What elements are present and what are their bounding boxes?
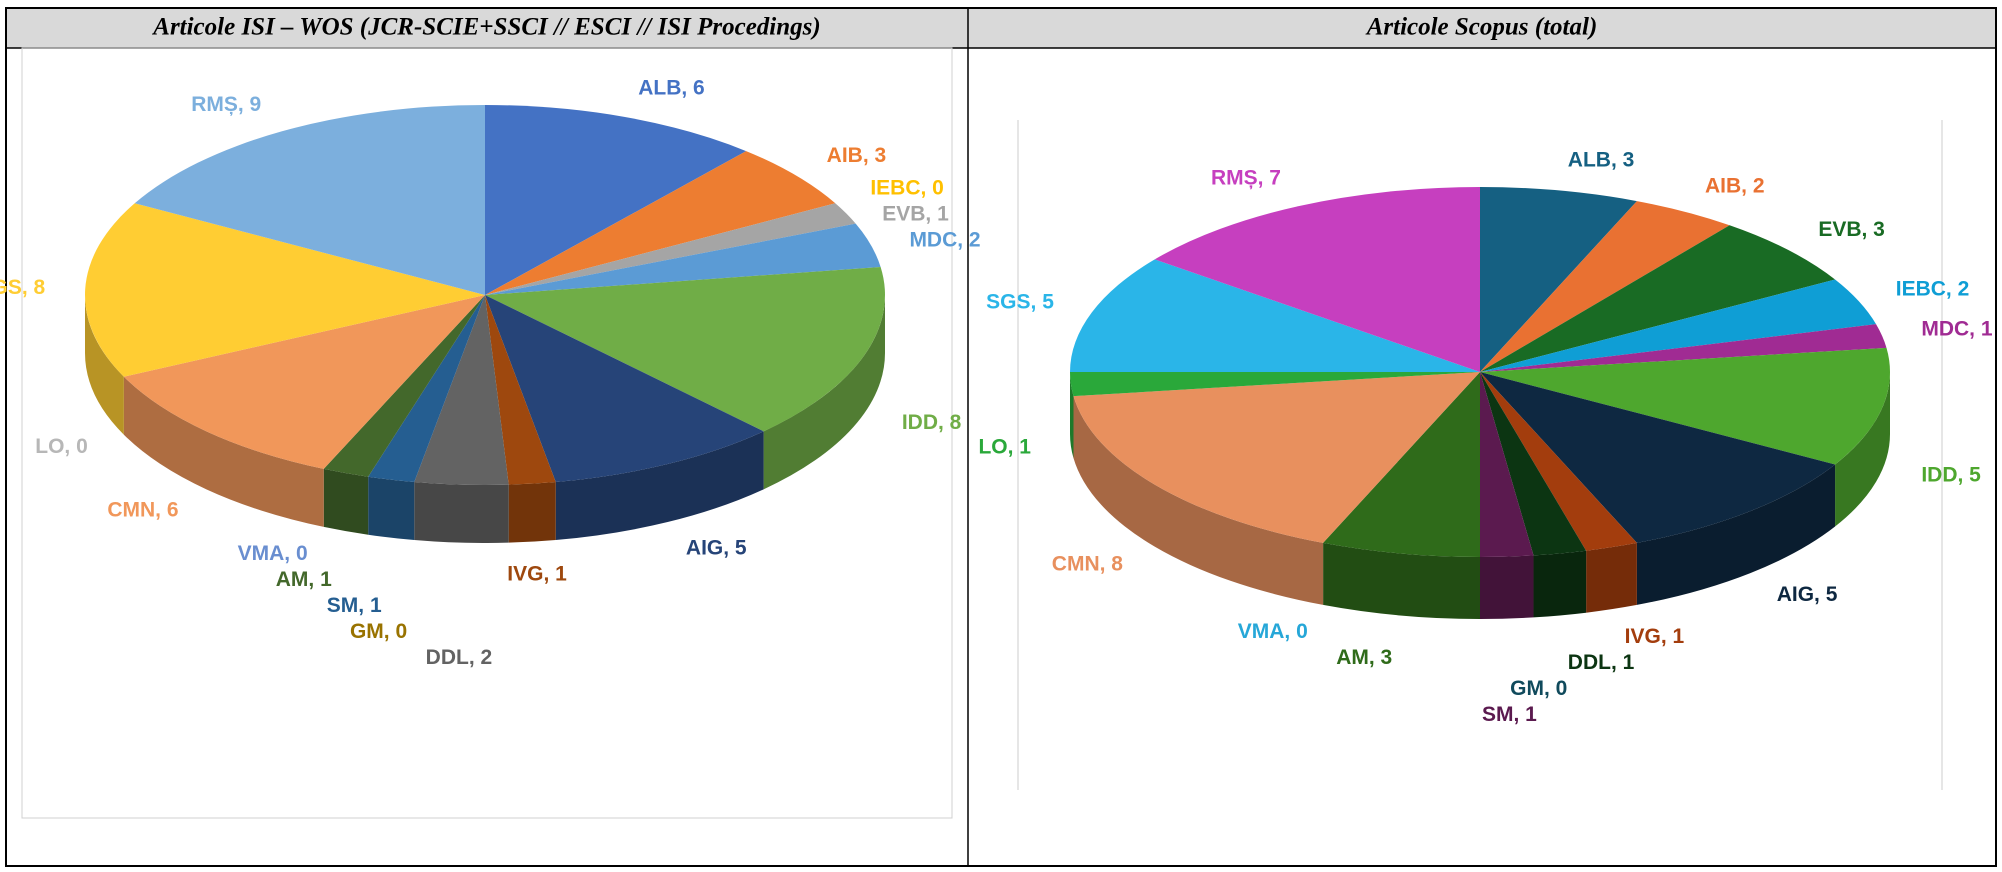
data-label: GM, 0 xyxy=(1510,677,1567,700)
pie-slice xyxy=(1480,347,1890,465)
pie-slice xyxy=(485,266,885,432)
data-label: VMA, 0 xyxy=(238,542,308,565)
pie-side xyxy=(1835,372,1890,527)
data-label: AM, 3 xyxy=(1336,646,1392,669)
pie-slice xyxy=(414,295,509,485)
data-label: MDC, 2 xyxy=(909,228,980,251)
data-label: SGS, 5 xyxy=(986,290,1054,313)
data-label: MDC, 1 xyxy=(1921,318,1992,341)
table-border xyxy=(5,7,1997,867)
data-label: AIG, 5 xyxy=(686,536,747,559)
pie-slice xyxy=(1480,201,1730,372)
pie-slice xyxy=(1480,187,1637,372)
pie-slice xyxy=(1480,372,1836,543)
header-row xyxy=(6,8,1996,48)
pie-slice xyxy=(485,203,856,295)
data-label: ALB, 6 xyxy=(638,76,705,99)
data-label: IEBC, 2 xyxy=(1896,277,1970,300)
data-label: SGS, 8 xyxy=(0,276,46,299)
data-label: AIG, 5 xyxy=(1777,583,1838,606)
pie-side xyxy=(763,295,885,490)
pie-side xyxy=(1073,396,1324,605)
data-label: IDD, 5 xyxy=(1921,463,1981,486)
pie-slice xyxy=(485,151,836,295)
pie-slice xyxy=(1073,372,1480,543)
pie-slice xyxy=(123,295,486,469)
data-label: SM, 1 xyxy=(1482,703,1537,726)
pie-side xyxy=(1323,542,1480,619)
pie-slice xyxy=(368,295,485,483)
pie-slice xyxy=(323,295,485,477)
pie-side xyxy=(368,476,415,541)
pie-slice xyxy=(1480,372,1534,557)
data-label: LO, 0 xyxy=(35,435,88,458)
data-label: IVG, 1 xyxy=(507,562,567,585)
column-title: Articole ISI – WOS (JCR-SCIE+SSCI // ESC… xyxy=(151,14,820,41)
data-label: SM, 1 xyxy=(327,594,382,617)
data-label: GM, 0 xyxy=(350,620,407,643)
pie-side xyxy=(1070,372,1074,459)
pie-slice xyxy=(485,223,881,295)
data-label: CMN, 8 xyxy=(1052,552,1123,575)
pie-side xyxy=(1586,542,1637,613)
pie-slice xyxy=(485,295,764,483)
pie-slice xyxy=(134,105,485,295)
pie-side xyxy=(1636,464,1836,605)
pie-slice xyxy=(1480,372,1587,556)
column-title: Articole Scopus (total) xyxy=(1365,14,1598,41)
data-label: IEBC, 0 xyxy=(870,176,944,199)
pie-side xyxy=(1480,555,1534,619)
data-label: AM, 1 xyxy=(276,568,332,591)
chart-frame xyxy=(21,47,953,819)
pie-side xyxy=(508,482,556,543)
pie-side xyxy=(1533,550,1587,618)
pie-slice xyxy=(1480,372,1637,551)
data-label: DDL, 2 xyxy=(426,646,493,669)
pie-side xyxy=(414,482,509,543)
pie-slice xyxy=(1070,372,1480,397)
pie-slice xyxy=(1323,372,1480,557)
pie-slice xyxy=(1480,324,1887,372)
pie-slice xyxy=(1480,225,1836,372)
data-label: EVB, 3 xyxy=(1818,218,1885,241)
pie-side xyxy=(323,468,369,535)
pie-side xyxy=(85,295,124,435)
data-label: AIB, 3 xyxy=(827,144,887,167)
data-label: LO, 1 xyxy=(978,436,1031,459)
pie-slice xyxy=(485,105,747,295)
data-label: RMȘ, 9 xyxy=(191,93,261,116)
data-label: EVB, 1 xyxy=(882,202,949,225)
data-label: VMA, 0 xyxy=(1238,620,1308,643)
data-label: IVG, 1 xyxy=(1625,625,1685,648)
data-label: ALB, 3 xyxy=(1568,149,1635,172)
pie-side xyxy=(555,431,764,541)
pie-side xyxy=(123,376,324,527)
pie-slice xyxy=(1480,279,1877,372)
pie-slice xyxy=(1070,259,1480,372)
data-label: DDL, 1 xyxy=(1568,651,1635,674)
pie-slice xyxy=(84,203,485,377)
data-label: AIB, 2 xyxy=(1705,175,1765,198)
data-label: CMN, 6 xyxy=(107,498,178,521)
data-label: RMȘ, 7 xyxy=(1211,167,1281,190)
pie-slice xyxy=(485,295,556,485)
pie-slice xyxy=(1154,187,1480,372)
data-label: IDD, 8 xyxy=(902,411,962,434)
